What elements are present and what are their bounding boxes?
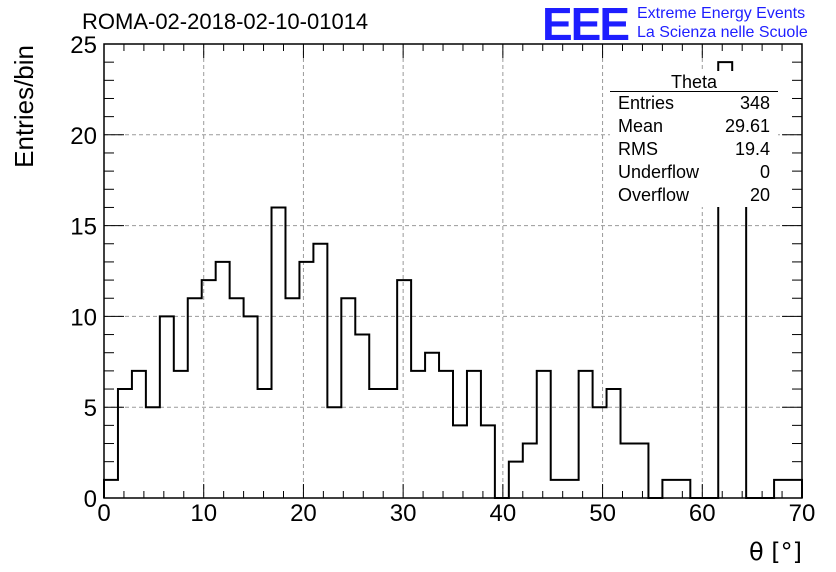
stats-row-underflow: Underflow 0 — [610, 161, 778, 184]
stats-label: Underflow — [618, 162, 700, 182]
stats-row-overflow: Overflow 20 — [610, 184, 778, 207]
stats-label: Mean — [618, 116, 664, 136]
x-tick-label: 60 — [689, 500, 716, 527]
run-title: ROMA-02-2018-02-10-01014 — [82, 9, 369, 34]
x-tick-label: 40 — [490, 500, 517, 527]
x-tick-label: 70 — [789, 500, 816, 527]
stats-row-entries: Entries 348 — [610, 92, 778, 115]
axis-ticks — [103, 43, 803, 499]
stats-row-mean: Mean 29.61 — [610, 115, 778, 138]
y-tick-label: 25 — [70, 32, 97, 59]
stats-value: 29.61 — [724, 116, 770, 136]
stats-value: 20 — [749, 185, 770, 205]
y-tick-label: 15 — [70, 214, 97, 241]
x-tick-label: 0 — [97, 500, 110, 527]
stats-box: Theta Entries 348 Mean 29.61 RMS 19.4 Un… — [610, 71, 778, 207]
y-tick-label: 10 — [70, 304, 97, 331]
eee-logo: EEE — [542, 0, 630, 50]
x-tick-labels: 0 10 20 30 40 50 60 70 — [97, 500, 815, 527]
x-axis-label: θ [°] — [749, 538, 802, 566]
histogram-outline — [103, 61, 803, 499]
x-tick-label: 10 — [190, 500, 217, 527]
logo-caption: Extreme Energy Events La Scienza nelle S… — [637, 4, 808, 42]
x-tick-label: 50 — [589, 500, 616, 527]
stats-row-rms: RMS 19.4 — [610, 138, 778, 161]
stats-value: 19.4 — [734, 139, 770, 159]
stats-label: Overflow — [618, 185, 690, 205]
stats-value: 0 — [759, 162, 770, 182]
y-tick-labels: 0 5 10 15 20 25 — [70, 32, 97, 513]
plot-frame — [103, 43, 803, 499]
y-tick-label: 0 — [84, 486, 97, 513]
x-tick-label: 30 — [390, 500, 417, 527]
logo-caption-line2: La Scienza nelle Scuole — [637, 24, 808, 41]
stats-value: 348 — [739, 93, 770, 113]
y-tick-label: 5 — [84, 395, 97, 422]
y-tick-label: 20 — [70, 123, 97, 150]
x-tick-label: 20 — [290, 500, 317, 527]
stats-title: Theta — [610, 71, 778, 92]
stats-label: RMS — [618, 139, 658, 159]
logo-caption-line1: Extreme Energy Events — [637, 5, 806, 22]
stats-label: Entries — [618, 93, 675, 113]
y-axis-label: Entries/bin — [9, 45, 39, 168]
